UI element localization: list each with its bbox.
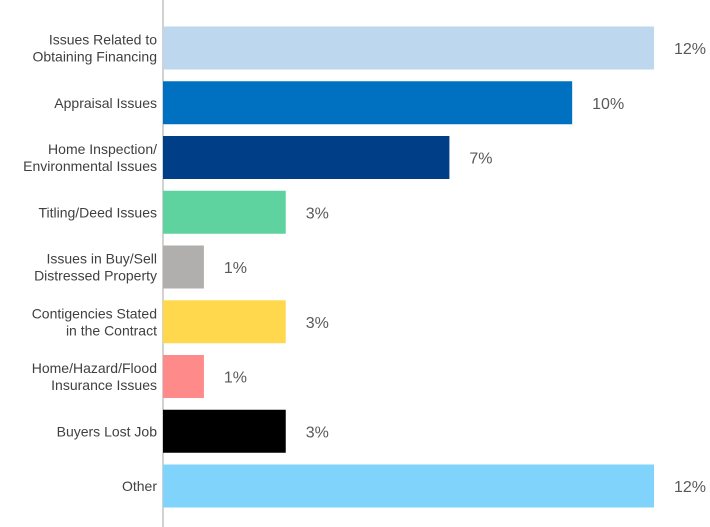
bar-8 [163,409,286,453]
value-label-4: 3% [306,205,329,222]
value-label-3: 7% [469,151,492,168]
value-label-5: 1% [224,260,247,277]
bar-3 [163,136,450,179]
category-label-5: Issues in Buy/Sell Distressed Property [34,251,157,284]
category-labels-group: Issues Related to Obtaining Financing Appr… [23,32,157,495]
category-label-4: Titling/Deed Issues [38,204,157,220]
category-label-2: Appraisal Issues [54,95,157,111]
value-label-2: 10% [592,96,624,113]
category-label-7: Home/Hazard/Flood Insurance Issues [32,360,157,393]
bar-2 [163,81,573,125]
bar-1 [163,26,654,70]
bar-6 [163,300,286,344]
bar-5 [163,245,204,289]
bars-group [163,26,654,508]
category-label-3: Home Inspection/Environmental Issues [23,141,157,174]
category-label-8: Buyers Lost Job [57,423,158,439]
value-label-6: 3% [306,315,329,332]
category-label-9: Other [122,478,157,494]
category-label-1: Issues Related to Obtaining Financing [32,32,157,65]
category-label-6: Contigencies Stated in the Contract [32,305,157,338]
value-label-7: 1% [224,370,247,387]
value-label-1: 12% [674,41,706,58]
bar-9 [163,464,654,508]
bar-7 [163,355,204,398]
value-labels-group: 12% 10% 7% 3% 1% 3% 1% 3% 12% [224,41,706,496]
value-label-9: 12% [674,479,706,496]
bar-4 [163,190,286,234]
value-label-8: 3% [306,424,329,441]
